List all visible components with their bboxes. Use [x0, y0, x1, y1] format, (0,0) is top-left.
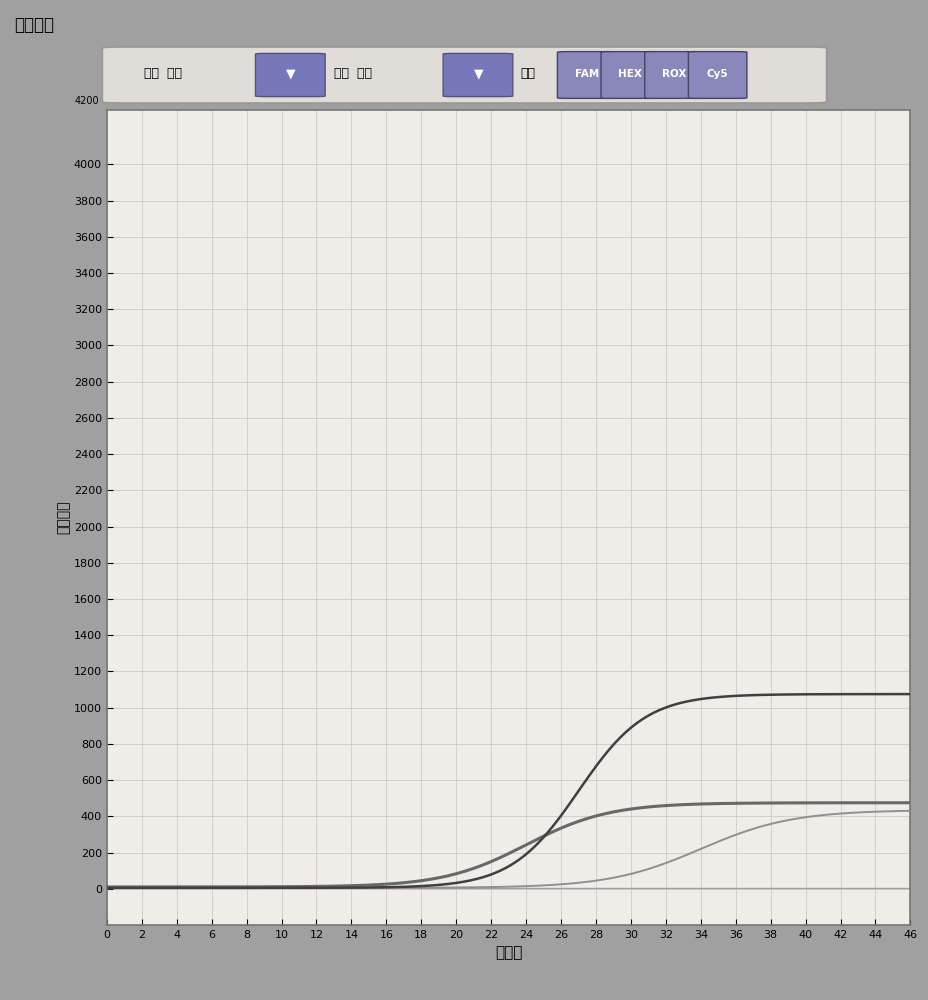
FancyBboxPatch shape	[102, 47, 826, 103]
Text: HEX: HEX	[618, 69, 641, 79]
Text: FAM: FAM	[574, 69, 599, 79]
FancyBboxPatch shape	[600, 52, 659, 98]
Text: ▼: ▼	[473, 67, 483, 80]
FancyBboxPatch shape	[443, 53, 512, 97]
FancyBboxPatch shape	[255, 53, 325, 97]
X-axis label: 循环数: 循环数	[495, 945, 522, 960]
Text: 4200: 4200	[74, 96, 98, 106]
Text: 扩增曲线: 扩增曲线	[14, 16, 54, 34]
Y-axis label: 荧光强度: 荧光强度	[57, 501, 71, 534]
Text: Cy5: Cy5	[706, 69, 728, 79]
FancyBboxPatch shape	[557, 52, 615, 98]
FancyBboxPatch shape	[688, 52, 746, 98]
FancyBboxPatch shape	[644, 52, 702, 98]
Text: 颜色  孔位: 颜色 孔位	[144, 67, 182, 80]
Text: 显示: 显示	[520, 67, 535, 80]
Text: ▼: ▼	[286, 67, 295, 80]
Text: ROX: ROX	[661, 69, 686, 79]
Text: 线型  线性: 线型 线性	[334, 67, 372, 80]
